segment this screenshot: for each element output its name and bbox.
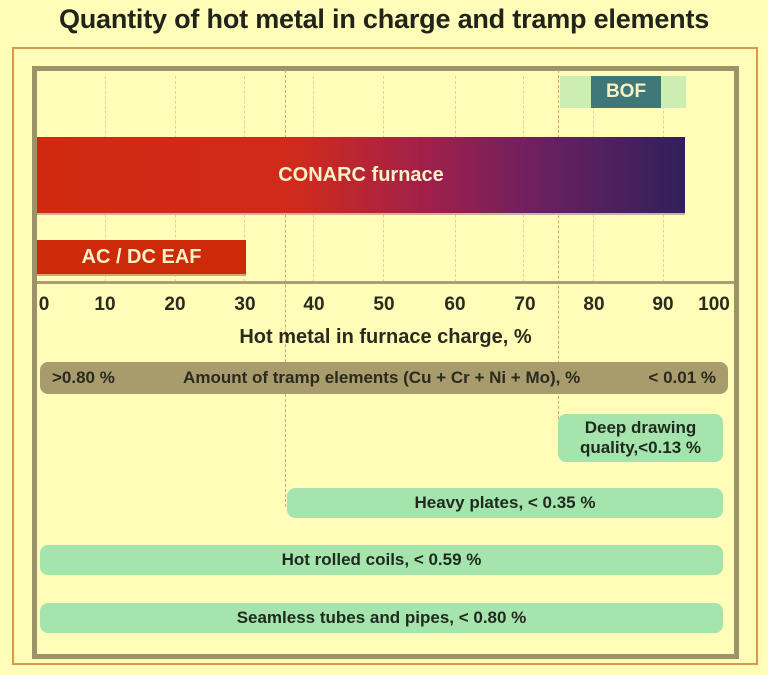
tick-label: 20 bbox=[164, 294, 186, 315]
bof-label: BOF bbox=[605, 81, 647, 102]
x-axis-line bbox=[37, 281, 734, 284]
seamless-tubes-bar: Seamless tubes and pipes, < 0.80 % bbox=[40, 603, 723, 633]
tramp-left-value: >0.80 % bbox=[52, 368, 115, 387]
tramp-label: Amount of tramp elements (Cu + Cr + Ni +… bbox=[183, 368, 581, 387]
chart-title: Quantity of hot metal in charge and tram… bbox=[58, 4, 710, 34]
tick-label: 40 bbox=[303, 294, 325, 315]
hot-rolled-coils-label: Hot rolled coils, < 0.59 % bbox=[281, 550, 482, 569]
eaf-label: AC / DC EAF bbox=[81, 245, 202, 268]
tick-label: 70 bbox=[514, 294, 536, 315]
x-axis-title: Hot metal in furnace charge, % bbox=[239, 326, 532, 348]
tick-label: 30 bbox=[234, 294, 256, 315]
tick-label: 10 bbox=[94, 294, 116, 315]
marker-line-heavy-plates bbox=[285, 70, 286, 507]
tick-label: 100 bbox=[698, 294, 730, 315]
conarc-label: CONARC furnace bbox=[278, 163, 444, 186]
bof-bar: BOF bbox=[591, 76, 661, 108]
hot-rolled-coils-bar: Hot rolled coils, < 0.59 % bbox=[40, 545, 723, 575]
seamless-tubes-label: Seamless tubes and pipes, < 0.80 % bbox=[236, 608, 527, 627]
tick-label: 50 bbox=[373, 294, 395, 315]
outer-border bbox=[12, 47, 758, 665]
chart-frame bbox=[32, 66, 739, 659]
marker-line-deep-drawing bbox=[558, 70, 559, 434]
tramp-elements-bar: >0.80 % Amount of tramp elements (Cu + C… bbox=[40, 362, 728, 394]
deep-drawing-label-line1: Deep drawing bbox=[584, 418, 697, 437]
tick-label: 60 bbox=[444, 294, 466, 315]
tick-label: 0 bbox=[38, 294, 50, 315]
deep-drawing-label-line2: quality,<0.13 % bbox=[579, 438, 702, 457]
tramp-right-value: < 0.01 % bbox=[648, 368, 716, 387]
conarc-bar: CONARC furnace bbox=[37, 137, 685, 213]
heavy-plates-bar: Heavy plates, < 0.35 % bbox=[287, 488, 723, 518]
tick-label: 90 bbox=[652, 294, 674, 315]
heavy-plates-label: Heavy plates, < 0.35 % bbox=[414, 493, 596, 512]
deep-drawing-bar: Deep drawing quality,<0.13 % bbox=[558, 414, 723, 462]
eaf-bar: AC / DC EAF bbox=[37, 240, 246, 274]
tick-label: 80 bbox=[583, 294, 605, 315]
